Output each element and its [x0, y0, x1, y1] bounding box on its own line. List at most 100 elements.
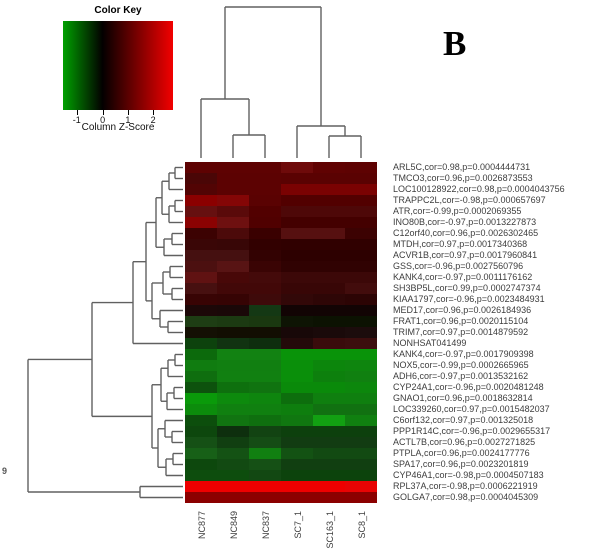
heatmap-cell-r12-c4: [281, 283, 313, 294]
heatmap-cell-r25-c2: [217, 426, 249, 437]
heatmap-cell-r3-c4: [281, 184, 313, 195]
row-label: LOC339260,cor=0.97,p=0.0015482037: [393, 404, 550, 414]
heatmap-cell-r21-c4: [281, 382, 313, 393]
heatmap-cell-r27-c6: [345, 448, 377, 459]
heatmap-cell-r4-c3: [249, 195, 281, 206]
heatmap-cell-r12-c2: [217, 283, 249, 294]
heatmap-cell-r8-c2: [217, 239, 249, 250]
column-label: NC877: [197, 511, 207, 539]
row-label: ACTL7B,cor=0.96,p=0.0027271825: [393, 437, 536, 447]
heatmap-cell-r16-c4: [281, 327, 313, 338]
heatmap-cell-r4-c5: [313, 195, 345, 206]
heatmap-cell-r2-c4: [281, 173, 313, 184]
heatmap-cell-r29-c1: [185, 470, 217, 481]
heatmap-cell-r22-c4: [281, 393, 313, 404]
heatmap-cell-r11-c2: [217, 272, 249, 283]
heatmap-cell-r22-c6: [345, 393, 377, 404]
heatmap-cell-r26-c6: [345, 437, 377, 448]
color-key-tick-label: -1: [72, 115, 81, 125]
heatmap-cell-r1-c2: [217, 162, 249, 173]
heatmap-cell-r16-c6: [345, 327, 377, 338]
heatmap-cell-r19-c3: [249, 360, 281, 371]
row-label: C6orf132,cor=0.97,p=0.001325018: [393, 415, 534, 425]
heatmap-cell-r5-c1: [185, 206, 217, 217]
heatmap-cell-r27-c5: [313, 448, 345, 459]
color-key-axis-label: Column Z-Score: [81, 122, 155, 133]
heatmap-cell-r17-c4: [281, 338, 313, 349]
heatmap-cell-r26-c3: [249, 437, 281, 448]
heatmap-cell-r11-c5: [313, 272, 345, 283]
heatmap-cell-r27-c2: [217, 448, 249, 459]
heatmap-cell-r18-c5: [313, 349, 345, 360]
color-key-tick-mark: [153, 110, 155, 115]
heatmap-cell-r30-c4: [281, 481, 313, 492]
heatmap-cell-r8-c4: [281, 239, 313, 250]
heatmap-cell-r6-c3: [249, 217, 281, 228]
heatmap-cell-r23-c5: [313, 404, 345, 415]
heatmap-cell-r7-c6: [345, 228, 377, 239]
heatmap-cell-r7-c3: [249, 228, 281, 239]
heatmap-cell-r23-c1: [185, 404, 217, 415]
heatmap-cell-r4-c4: [281, 195, 313, 206]
heatmap-cell-r9-c3: [249, 250, 281, 261]
heatmap-cell-r26-c2: [217, 437, 249, 448]
heatmap-cell-r29-c4: [281, 470, 313, 481]
heatmap-cell-r15-c4: [281, 316, 313, 327]
heatmap-cell-r16-c3: [249, 327, 281, 338]
heatmap-cell-r10-c5: [313, 261, 345, 272]
heatmap-cell-r22-c3: [249, 393, 281, 404]
heatmap-cell-r9-c4: [281, 250, 313, 261]
heatmap-cell-r16-c5: [313, 327, 345, 338]
heatmap-cell-r2-c2: [217, 173, 249, 184]
color-key-tick-label: 2: [150, 115, 156, 125]
heatmap-cell-r15-c2: [217, 316, 249, 327]
heatmap-cell-r4-c1: [185, 195, 217, 206]
color-key-tick-mark: [76, 110, 78, 115]
row-label: MTDH,cor=0.97,p=0.0017340368: [393, 239, 528, 249]
heatmap-cell-r13-c5: [313, 294, 345, 305]
heatmap-cell-r22-c5: [313, 393, 345, 404]
color-key-tick-label: 0: [100, 115, 106, 125]
heatmap-cell-r25-c6: [345, 426, 377, 437]
heatmap-cell-r25-c4: [281, 426, 313, 437]
heatmap-cell-r13-c6: [345, 294, 377, 305]
heatmap-cell-r3-c5: [313, 184, 345, 195]
heatmap-cell-r9-c6: [345, 250, 377, 261]
column-label: SC7_1: [293, 511, 303, 539]
heatmap-cell-r5-c4: [281, 206, 313, 217]
heatmap-cell-r6-c2: [217, 217, 249, 228]
heatmap-cell-r3-c2: [217, 184, 249, 195]
heatmap-cell-r8-c1: [185, 239, 217, 250]
heatmap-cell-r8-c6: [345, 239, 377, 250]
heatmap-cell-r20-c6: [345, 371, 377, 382]
heatmap-cell-r14-c2: [217, 305, 249, 316]
heatmap-cell-r23-c6: [345, 404, 377, 415]
heatmap-cell-r11-c3: [249, 272, 281, 283]
heatmap-cell-r26-c1: [185, 437, 217, 448]
heatmap-cell-r21-c2: [217, 382, 249, 393]
heatmap-cell-r11-c4: [281, 272, 313, 283]
heatmap-cell-r14-c4: [281, 305, 313, 316]
heatmap-cell-r10-c4: [281, 261, 313, 272]
heatmap-cell-r16-c1: [185, 327, 217, 338]
heatmap-cell-r2-c5: [313, 173, 345, 184]
heatmap-cell-r7-c2: [217, 228, 249, 239]
heatmap-cell-r1-c1: [185, 162, 217, 173]
heatmap-cell-r13-c1: [185, 294, 217, 305]
heatmap-cell-r31-c3: [249, 492, 281, 503]
heatmap-cell-r15-c3: [249, 316, 281, 327]
heatmap-cell-r16-c2: [217, 327, 249, 338]
row-label: INO80B,cor=-0.97,p=0.0013227873: [393, 217, 537, 227]
row-label: SPA17,cor=0.96,p=0.0023201819: [393, 459, 529, 469]
heatmap-cell-r4-c2: [217, 195, 249, 206]
heatmap-cell-r29-c2: [217, 470, 249, 481]
row-label: MED17,cor=0.96,p=0.0026184936: [393, 305, 532, 315]
heatmap-cell-r28-c3: [249, 459, 281, 470]
heatmap-cell-r11-c1: [185, 272, 217, 283]
row-label: CYP24A1,cor=-0.96,p=0.0020481248: [393, 382, 544, 392]
heatmap-cell-r27-c4: [281, 448, 313, 459]
heatmap-cell-r14-c6: [345, 305, 377, 316]
heatmap-cell-r18-c6: [345, 349, 377, 360]
color-key-tick-mark: [102, 110, 104, 115]
